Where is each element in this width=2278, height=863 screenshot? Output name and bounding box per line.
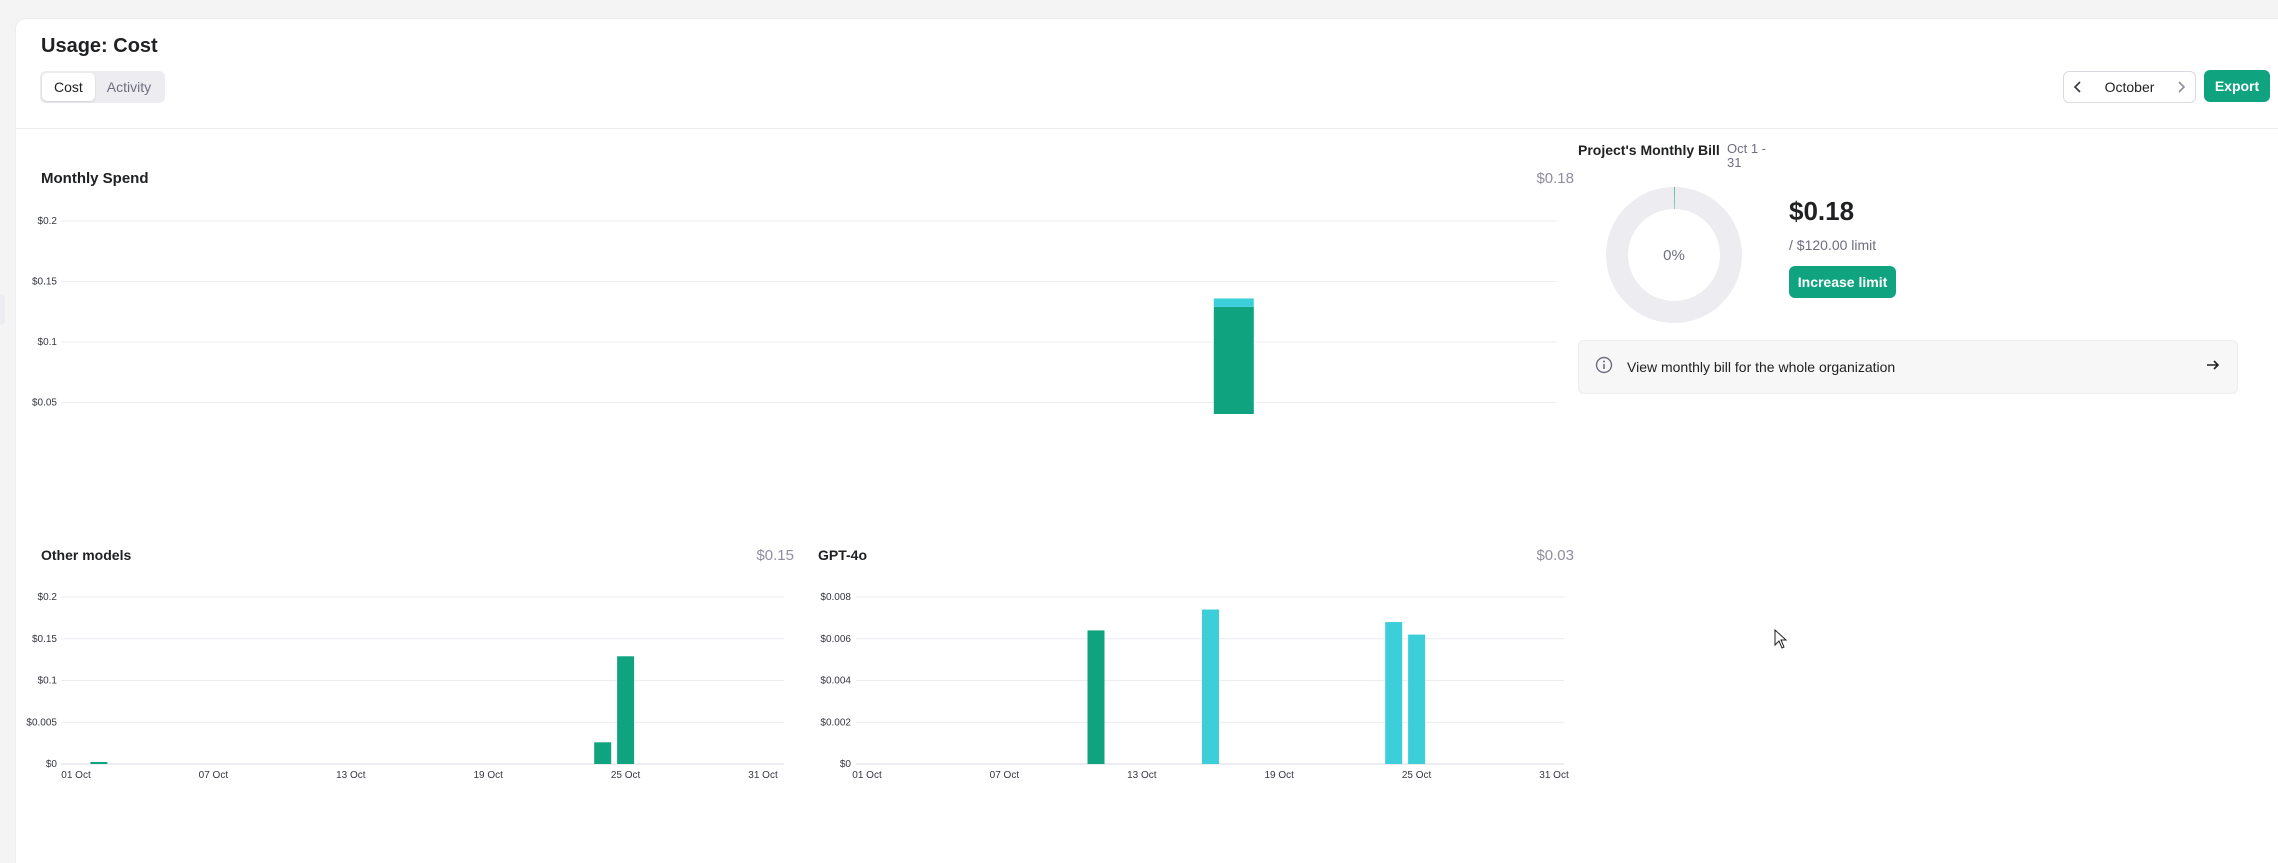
bar[interactable] xyxy=(594,742,612,764)
y-tick-label: $0.1 xyxy=(38,676,58,687)
bill-limit: / $120.00 limit xyxy=(1789,237,1877,253)
monthly-spend-total: $0.18 xyxy=(1536,170,1574,187)
usage-donut: 0% xyxy=(1606,187,1742,323)
other-models-chart: $0 $0.005 $0.1 $0.15 $0.2 01 Oct 07 Oct 13 Oct 1… xyxy=(26,592,784,781)
bar[interactable] xyxy=(1202,609,1219,764)
y-tick-label: $0.15 xyxy=(32,277,57,288)
x-tick-label: 13 Oct xyxy=(1127,770,1157,781)
monthly-spend-title: Monthly Spend xyxy=(41,170,149,187)
increase-limit-button[interactable]: Increase limit xyxy=(1789,266,1896,298)
donut-percent-label: 0% xyxy=(1663,247,1685,264)
bar[interactable] xyxy=(1213,306,1254,414)
tab-activity[interactable]: Activity xyxy=(106,79,152,95)
mouse-cursor-icon xyxy=(1774,629,1788,649)
x-tick-label: 31 Oct xyxy=(748,770,778,781)
usage-panel: Usage: Cost Cost Activity October Export… xyxy=(16,19,2278,863)
org-bill-link[interactable]: View monthly bill for the whole organiza… xyxy=(1578,340,2238,394)
y-tick-label: $0.006 xyxy=(820,634,851,645)
gpt4o-title: GPT-4o xyxy=(818,547,868,563)
x-tick-label: 19 Oct xyxy=(1264,770,1294,781)
x-tick-label: 19 Oct xyxy=(473,770,503,781)
x-tick-label: 07 Oct xyxy=(199,770,229,781)
y-tick-label: $0.005 xyxy=(26,717,57,728)
gpt4o-chart: $0 $0.002 $0.004 $0.006 $0.008 01 Oct 07 Oct 13… xyxy=(820,592,1569,781)
y-tick-label: $0.008 xyxy=(820,592,851,603)
bar[interactable] xyxy=(1087,630,1105,764)
arrow-right-icon xyxy=(2205,357,2221,378)
header-divider xyxy=(16,128,2278,129)
y-tick-label: $0.002 xyxy=(820,717,851,728)
x-tick-label: 01 Oct xyxy=(61,770,91,781)
monthly-bill-range: Oct 1 - 31 xyxy=(1727,141,1767,170)
sidebar-edge-tab[interactable] xyxy=(0,295,5,325)
y-tick-label: $0 xyxy=(840,759,852,770)
view-segmented-control: Cost Activity xyxy=(40,71,166,103)
export-button[interactable]: Export xyxy=(2204,70,2270,102)
bar[interactable] xyxy=(1385,622,1403,764)
info-icon xyxy=(1595,356,1613,379)
chevron-right-icon[interactable] xyxy=(2173,79,2189,95)
x-tick-label: 07 Oct xyxy=(990,770,1020,781)
x-tick-label: 25 Oct xyxy=(1402,770,1432,781)
y-tick-label: $0.2 xyxy=(38,216,58,227)
y-tick-label: $0.15 xyxy=(32,634,57,645)
tab-cost[interactable]: Cost xyxy=(42,73,95,101)
chevron-left-icon[interactable] xyxy=(2070,79,2086,95)
x-tick-label: 31 Oct xyxy=(1539,770,1569,781)
y-tick-label: $0.05 xyxy=(32,398,57,409)
other-models-total: $0.15 xyxy=(756,547,794,564)
org-bill-link-label: View monthly bill for the whole organiza… xyxy=(1627,359,1896,375)
bar[interactable] xyxy=(90,762,108,764)
y-tick-label: $0.1 xyxy=(38,337,58,348)
page-title: Usage: Cost xyxy=(41,35,158,57)
x-tick-label: 13 Oct xyxy=(336,770,366,781)
month-selector: October xyxy=(2063,71,2196,103)
x-tick-label: 25 Oct xyxy=(611,770,641,781)
other-models-title: Other models xyxy=(41,547,132,563)
bar[interactable] xyxy=(1408,634,1426,764)
bill-amount: $0.18 xyxy=(1789,196,1855,226)
monthly-bill-title: Project's Monthly Bill xyxy=(1578,142,1720,158)
y-tick-label: $0 xyxy=(46,759,58,770)
x-tick-label: 01 Oct xyxy=(852,770,882,781)
current-month: October xyxy=(2104,79,2155,95)
y-tick-label: $0.2 xyxy=(38,592,58,603)
gpt4o-total: $0.03 xyxy=(1536,547,1574,564)
bar[interactable] xyxy=(617,656,635,764)
monthly-spend-chart: $0$0.05$0.1$0.15$0.201 Oct08 Oct15 Oct22… xyxy=(32,216,1556,414)
bar[interactable] xyxy=(1213,298,1254,307)
y-tick-label: $0.004 xyxy=(820,676,851,687)
